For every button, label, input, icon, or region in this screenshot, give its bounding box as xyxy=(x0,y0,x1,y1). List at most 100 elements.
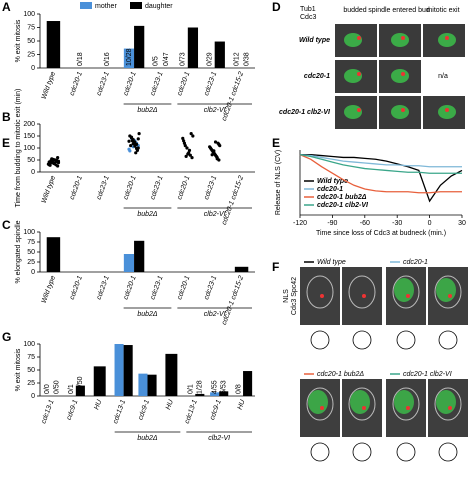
cartoon xyxy=(310,442,330,462)
value-label: 10/50 xyxy=(77,376,84,394)
value-label: 0/1 xyxy=(188,384,195,394)
cell xyxy=(348,275,376,309)
cell xyxy=(392,275,420,309)
cell xyxy=(392,387,420,421)
nls-signal xyxy=(394,278,414,302)
point xyxy=(212,149,216,153)
bar xyxy=(134,25,145,69)
cdc3-signal xyxy=(320,406,324,410)
point xyxy=(210,153,214,157)
bar xyxy=(147,374,157,396)
group-label: bub2Δ xyxy=(137,435,158,442)
value-label: 0/5 xyxy=(153,56,160,66)
group-label: bub2Δ xyxy=(137,211,158,218)
nls-signal xyxy=(350,390,370,414)
cdc3-signal xyxy=(320,294,324,298)
y-tick-label: 0 xyxy=(31,269,35,276)
strain-label: cdc20-1 clb2-VI xyxy=(403,371,452,378)
y-axis-label: Time from budding to mitotic exit (min) xyxy=(15,89,22,208)
cartoon xyxy=(396,330,416,350)
point xyxy=(213,140,218,144)
point xyxy=(49,159,53,163)
y-tick-label: 50 xyxy=(27,367,35,374)
x-tick-label: cdc23-1 xyxy=(96,275,111,301)
point xyxy=(188,153,192,157)
x-tick-label: -90 xyxy=(327,220,337,227)
point xyxy=(213,152,217,156)
bar xyxy=(187,27,199,68)
y-tick-label: 100 xyxy=(23,341,35,348)
point xyxy=(47,163,51,167)
y-tick-label: 50 xyxy=(27,249,35,256)
point xyxy=(129,144,133,148)
legend-swatch xyxy=(130,2,142,9)
panel-label: D xyxy=(272,0,281,14)
cdc3-signal xyxy=(445,36,449,40)
y-tick-label: 0 xyxy=(31,393,35,400)
value-label: 10/28 xyxy=(126,48,133,66)
value-label: 0/29 xyxy=(206,52,213,66)
cell xyxy=(306,275,334,309)
x-tick-label: cdc20-1 xyxy=(123,71,138,97)
value-label: 52/53 xyxy=(125,376,132,394)
y-tick-label: 0 xyxy=(31,65,35,72)
row-label: cdc20-1 clb2-VI xyxy=(279,109,331,116)
x-tick-label: cdc13-1 xyxy=(40,399,55,425)
group-label: clb2-VI xyxy=(204,211,226,218)
bar xyxy=(138,373,148,396)
x-tick-label: cdc13-1 xyxy=(184,399,199,425)
value-label: 0/0 xyxy=(44,384,51,394)
cdc3-signal xyxy=(362,406,366,410)
cartoon xyxy=(352,442,372,462)
x-tick-label: cdc9-1 xyxy=(209,399,223,421)
point xyxy=(189,132,193,136)
x-axis-label: Time since loss of Cdc3 at budneck (min.… xyxy=(316,230,446,237)
x-tick-label: cdc23-1 xyxy=(203,275,218,301)
point xyxy=(56,156,60,160)
point xyxy=(137,132,141,136)
legend-label: cdc20-1 xyxy=(317,186,343,193)
y-tick-label: 0 xyxy=(31,169,35,176)
legend-label: Wild type xyxy=(317,178,348,185)
x-tick-label: cdc20-1 xyxy=(123,275,138,301)
cdc3-signal xyxy=(401,36,405,40)
x-tick-label: cdc20-1 cdc15-2 xyxy=(221,175,245,226)
point xyxy=(185,146,189,150)
cell-signal xyxy=(344,105,362,119)
x-tick-label: Wild type xyxy=(41,175,57,204)
x-tick-label: -120 xyxy=(293,220,307,227)
point xyxy=(208,145,212,149)
cartoon xyxy=(438,442,458,462)
cell-signal xyxy=(344,33,362,47)
x-tick-label: 0 xyxy=(428,220,432,227)
cell xyxy=(434,387,462,421)
y-tick-label: 150 xyxy=(23,133,35,140)
value-label: 5/53 xyxy=(221,380,228,394)
y-axis-label: % exit mitosis xyxy=(15,348,22,391)
group-label: bub2Δ xyxy=(137,311,158,318)
cdc3-signal xyxy=(445,108,449,112)
line xyxy=(299,154,462,194)
point xyxy=(217,142,221,146)
panel-label: G xyxy=(2,330,11,344)
x-tick-label: cdc20-1 xyxy=(69,275,84,301)
x-tick-label: cdc20-1 cdc15-2 xyxy=(221,275,245,326)
point xyxy=(187,148,192,152)
x-tick-label: cdc23-1 xyxy=(149,275,164,301)
x-tick-label: 30 xyxy=(458,220,466,227)
point xyxy=(186,152,190,156)
value-label: 34/42 xyxy=(168,376,175,394)
x-tick-label: -30 xyxy=(392,220,402,227)
cell xyxy=(306,387,334,421)
point xyxy=(191,134,195,138)
point xyxy=(56,161,61,165)
x-tick-label: Wild type xyxy=(41,71,57,100)
f-y-label: NLS xyxy=(283,289,290,303)
cell-signal xyxy=(391,33,409,47)
bar xyxy=(195,393,205,396)
point xyxy=(214,154,218,158)
x-tick-label: HU xyxy=(165,398,175,411)
line xyxy=(300,153,463,203)
panel-label: C xyxy=(2,218,11,232)
x-tick-label: cdc23-1 xyxy=(96,71,111,97)
